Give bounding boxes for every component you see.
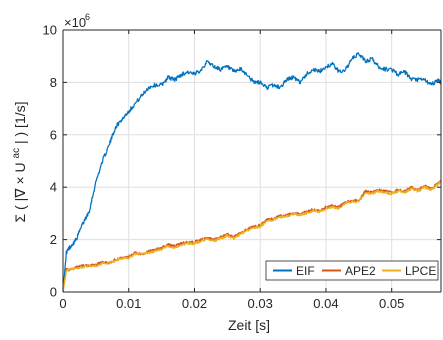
y-exponent-base: ×10 <box>64 15 86 30</box>
y-tick-label: 10 <box>43 23 57 38</box>
y-axis-label-suffix: | ) [1/s] <box>12 101 28 144</box>
x-tick-label: 0.03 <box>248 296 273 311</box>
y-tick-label: 2 <box>50 232 57 247</box>
y-tick-label: 6 <box>50 127 57 142</box>
y-axis-label: Σ ( |∇ × U ac | ) [1/s] <box>6 101 28 222</box>
series-line-eif <box>62 52 442 293</box>
axis-layer <box>62 29 442 293</box>
x-tick-label: 0.04 <box>313 296 338 311</box>
tick-label-layer: 0 0.01 0.02 0.03 0.04 0.05 0 2 4 6 8 10 <box>43 23 405 312</box>
legend-ape2-label: APE2 <box>345 264 376 278</box>
series-layer <box>62 52 442 293</box>
series-line-lpce <box>62 180 442 293</box>
y-axis-label-superscript: ac <box>11 148 22 159</box>
legend-lpce-label: LPCE <box>405 264 436 278</box>
x-tick-label: 0 <box>59 296 66 311</box>
y-tick-label: 4 <box>50 180 57 195</box>
legend: EIF APE2 LPCE <box>265 260 439 281</box>
legend-box <box>265 260 439 281</box>
y-axis-label-main: Σ ( |∇ × U <box>12 162 28 222</box>
x-tick-label: 0.05 <box>379 296 404 311</box>
y-tick-label: 8 <box>50 75 57 90</box>
y-exponent-label: ×10 6 <box>64 12 90 30</box>
x-tick-label: 0.02 <box>182 296 207 311</box>
y-exponent-power: 6 <box>85 12 90 22</box>
x-axis-label: Zeit [s] <box>228 317 270 333</box>
x-tick-label: 0.01 <box>116 296 141 311</box>
legend-eif-label: EIF <box>296 264 315 278</box>
y-tick-label: 0 <box>50 285 57 300</box>
